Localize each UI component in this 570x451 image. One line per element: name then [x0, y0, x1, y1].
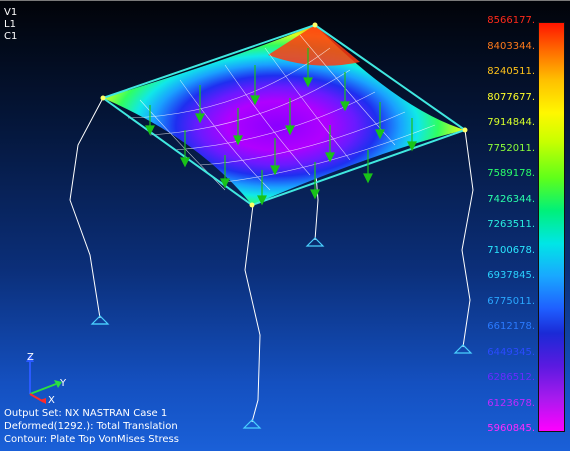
triad-x-label: X — [48, 395, 55, 405]
legend-value: 7426344. — [487, 193, 535, 205]
legend-value: 8077677. — [487, 91, 535, 103]
column-left — [69, 97, 104, 319]
corner-nodes — [100, 22, 468, 208]
contour-text: Contour: Plate Top VonMises Stress — [4, 434, 179, 445]
legend-value: 6286512. — [487, 372, 535, 383]
support-right — [453, 344, 473, 354]
legend-value: 6612178. — [487, 321, 535, 332]
deformed-text: Deformed(1292.): Total Translation — [4, 421, 178, 432]
column-front — [244, 204, 261, 423]
layer-label: L1 — [4, 19, 16, 30]
plate-mesh — [127, 34, 436, 191]
legend-value: 6937845. — [487, 270, 535, 281]
legend-value: 5960845. — [487, 423, 535, 434]
case-label: C1 — [4, 31, 18, 42]
legend-value: 8403344. — [487, 40, 535, 52]
load-arrows — [145, 48, 417, 206]
supports — [90, 237, 473, 429]
output-set-text: Output Set: NX NASTRAN Case 1 — [4, 408, 168, 419]
legend-value: 6123678. — [487, 397, 535, 409]
results-info: Output Set: NX NASTRAN Case 1 Deformed(1… — [4, 407, 179, 446]
column-right — [461, 129, 474, 348]
axis-triad: Z Y X — [26, 352, 67, 405]
legend-value: 7263511. — [487, 219, 535, 230]
legend-value: 8566177. — [487, 15, 535, 26]
legend-value: 7100678. — [487, 244, 535, 256]
plate-hot-corner — [268, 25, 360, 66]
legend-value: 7589178. — [487, 168, 535, 179]
support-front — [242, 419, 262, 429]
legend-value: 6775011. — [487, 295, 535, 307]
legend-value: 6449345. — [487, 346, 535, 358]
view-label: V1 — [4, 7, 18, 18]
triad-z-label: Z — [27, 352, 34, 363]
triad-y-label: Y — [59, 378, 67, 389]
viewport-top-border — [0, 0, 570, 1]
support-back — [305, 237, 325, 247]
legend-value: 7752011. — [487, 142, 535, 154]
legend-value: 8240511. — [487, 66, 535, 77]
stress-contour-plate — [103, 25, 465, 205]
legend-value: 7914844. — [487, 117, 535, 128]
contour-colorbar — [538, 22, 565, 432]
